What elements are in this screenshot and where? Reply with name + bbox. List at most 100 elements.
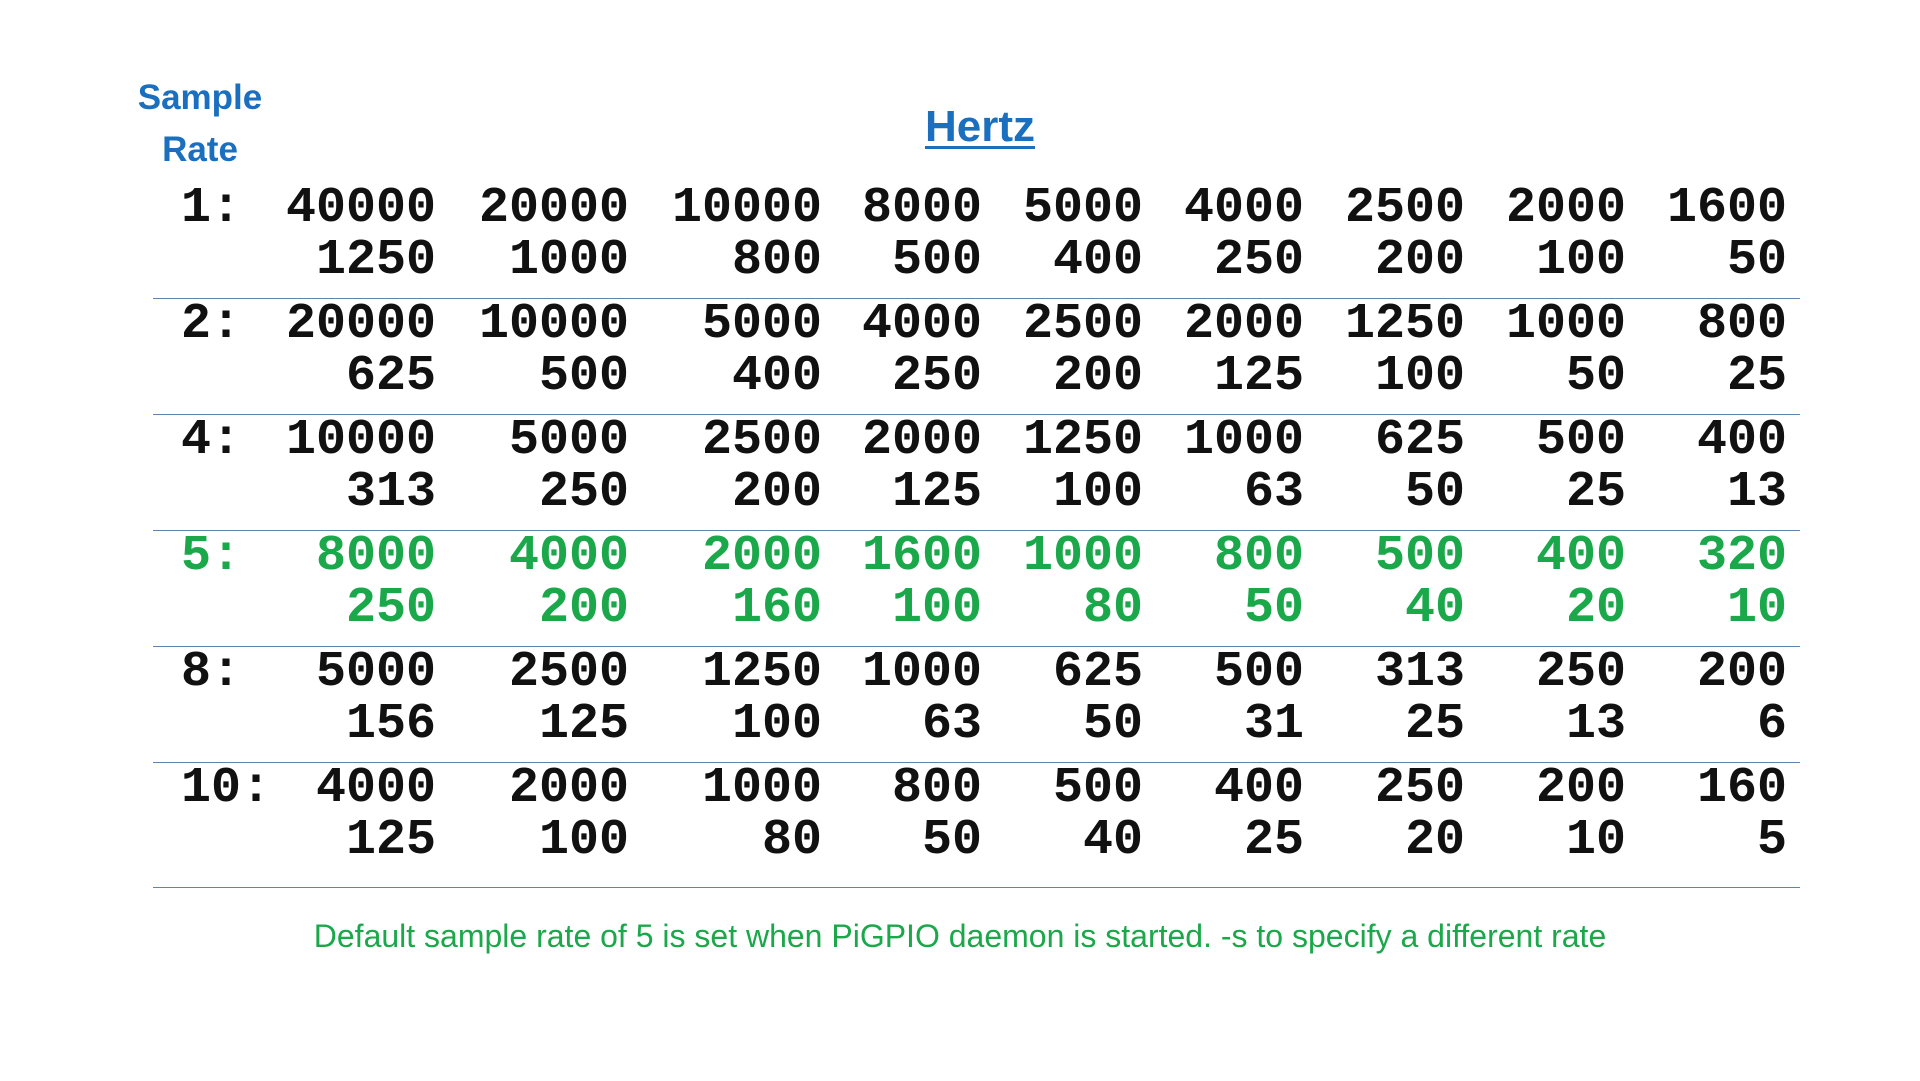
- frequency-value-bottom: 13: [1565, 696, 1626, 753]
- frequency-cell: 4000 125: [316, 763, 436, 867]
- frequency-value-top: 1250: [1022, 412, 1143, 469]
- frequency-cell: 2500 125: [509, 647, 629, 751]
- frequency-value-top: 1600: [861, 528, 982, 585]
- frequency-value-bottom: 100: [538, 812, 629, 869]
- footnote: Default sample rate of 5 is set when PiG…: [313, 918, 1607, 954]
- frequency-value-bottom: 40: [1404, 580, 1465, 637]
- frequency-value-top: 160: [1696, 760, 1787, 817]
- frequency-cell: 2000 125: [862, 415, 982, 519]
- frequency-cell: 10000 800: [672, 183, 822, 287]
- frequency-value-top: 1000: [861, 644, 982, 701]
- frequency-value-bottom: 100: [891, 580, 982, 637]
- rate-row: 1: 40000 1250 20000 1000 10000 800 8000 500 5000 4…: [153, 183, 1800, 299]
- frequency-value-bottom: 100: [1052, 464, 1143, 521]
- frequency-value-top: 800: [1213, 528, 1304, 585]
- frequency-cell: 320 10: [1697, 531, 1787, 635]
- frequency-value-top: 20000: [478, 180, 629, 237]
- frequency-value-top: 4000: [1183, 180, 1304, 237]
- frequency-cell: 4000 250: [1184, 183, 1304, 287]
- frequency-value-top: 1250: [701, 644, 822, 701]
- frequency-value-top: 5000: [315, 644, 436, 701]
- frequency-value-top: 625: [1374, 412, 1465, 469]
- frequency-value-bottom: 125: [538, 696, 629, 753]
- frequency-value-bottom: 13: [1726, 464, 1787, 521]
- frequency-cell: 5000 400: [702, 299, 822, 403]
- frequency-cell: 20000 1000: [479, 183, 629, 287]
- frequency-value-top: 500: [1535, 412, 1626, 469]
- frequency-cell: 200 6: [1697, 647, 1787, 751]
- frequency-value-bottom: 50: [1404, 464, 1465, 521]
- sample-rate-value: 4:: [181, 412, 242, 469]
- frequency-cell: 8000 500: [862, 183, 982, 287]
- sample-rate-header: Sample Rate: [122, 72, 278, 176]
- frequency-value-top: 8000: [315, 528, 436, 585]
- sample-rate-value: 10:: [181, 760, 272, 817]
- frequency-cell: 2500 200: [702, 415, 822, 519]
- frequency-value-top: 2000: [861, 412, 982, 469]
- frequency-cell: 313 25: [1375, 647, 1465, 751]
- sample-rate-value: 2:: [181, 296, 242, 353]
- frequency-value-top: 5000: [701, 296, 822, 353]
- frequency-value-top: 10000: [671, 180, 822, 237]
- frequency-value-top: 1000: [701, 760, 822, 817]
- frequency-cell: 2000 100: [509, 763, 629, 867]
- frequency-value-top: 625: [1052, 644, 1143, 701]
- frequency-value-bottom: 20: [1565, 580, 1626, 637]
- frequency-value-top: 313: [1374, 644, 1465, 701]
- frequency-cell: 10000 313: [286, 415, 436, 519]
- frequency-value-bottom: 200: [1374, 232, 1465, 289]
- frequency-value-top: 500: [1374, 528, 1465, 585]
- frequency-value-bottom: 400: [731, 348, 822, 405]
- frequency-cell: 1250 100: [702, 647, 822, 751]
- frequency-cell: 40000 1250: [286, 183, 436, 287]
- frequency-value-top: 250: [1374, 760, 1465, 817]
- frequency-value-bottom: 500: [891, 232, 982, 289]
- frequency-value-bottom: 1000: [508, 232, 629, 289]
- frequency-cell: 800 50: [892, 763, 982, 867]
- frequency-value-bottom: 250: [345, 580, 436, 637]
- rate-table: 1: 40000 1250 20000 1000 10000 800 8000 500 5000 4…: [153, 183, 1800, 888]
- frequency-cell: 2500 200: [1345, 183, 1465, 287]
- frequency-cell: 5000 156: [316, 647, 436, 751]
- frequency-value-bottom: 125: [345, 812, 436, 869]
- frequency-cell: 1600 50: [1667, 183, 1787, 287]
- frequency-value-bottom: 6: [1756, 696, 1787, 753]
- frequency-cell: 5000 400: [1023, 183, 1143, 287]
- frequency-value-bottom: 10: [1565, 812, 1626, 869]
- frequency-cell: 4000 200: [509, 531, 629, 635]
- frequency-value-top: 1250: [1344, 296, 1465, 353]
- frequency-cell: 10000 500: [479, 299, 629, 403]
- frequency-value-top: 2500: [508, 644, 629, 701]
- frequency-value-bottom: 800: [731, 232, 822, 289]
- frequency-cell: 1000 50: [1506, 299, 1626, 403]
- frequency-cell: 160 5: [1697, 763, 1787, 867]
- frequency-value-bottom: 63: [1243, 464, 1304, 521]
- frequency-cell: 2000 125: [1184, 299, 1304, 403]
- frequency-value-top: 10000: [478, 296, 629, 353]
- frequency-value-top: 4000: [315, 760, 436, 817]
- frequency-value-bottom: 50: [921, 812, 982, 869]
- frequency-value-bottom: 500: [538, 348, 629, 405]
- frequency-value-top: 4000: [861, 296, 982, 353]
- frequency-cell: 8000 250: [316, 531, 436, 635]
- frequency-value-top: 500: [1052, 760, 1143, 817]
- frequency-value-bottom: 50: [1565, 348, 1626, 405]
- frequency-value-bottom: 10: [1726, 580, 1787, 637]
- frequency-value-top: 2500: [1022, 296, 1143, 353]
- rate-row: 2: 20000 625 10000 500 5000 400 4000 250 2500 200 2…: [153, 299, 1800, 415]
- sample-rate-label-line1: Sample: [137, 78, 263, 117]
- frequency-value-top: 500: [1213, 644, 1304, 701]
- frequency-cell: 2000 160: [702, 531, 822, 635]
- frequency-cell: 400 20: [1536, 531, 1626, 635]
- frequency-value-bottom: 125: [1213, 348, 1304, 405]
- frequency-value-bottom: 25: [1726, 348, 1787, 405]
- frequency-cell: 400 13: [1697, 415, 1787, 519]
- frequency-value-bottom: 160: [731, 580, 822, 637]
- frequency-cell: 250 20: [1375, 763, 1465, 867]
- frequency-value-top: 1000: [1183, 412, 1304, 469]
- frequency-cell: 625 50: [1053, 647, 1143, 751]
- frequency-value-bottom: 50: [1243, 580, 1304, 637]
- frequency-value-top: 10000: [285, 412, 436, 469]
- hertz-header: Hertz: [924, 102, 1036, 151]
- frequency-value-bottom: 313: [345, 464, 436, 521]
